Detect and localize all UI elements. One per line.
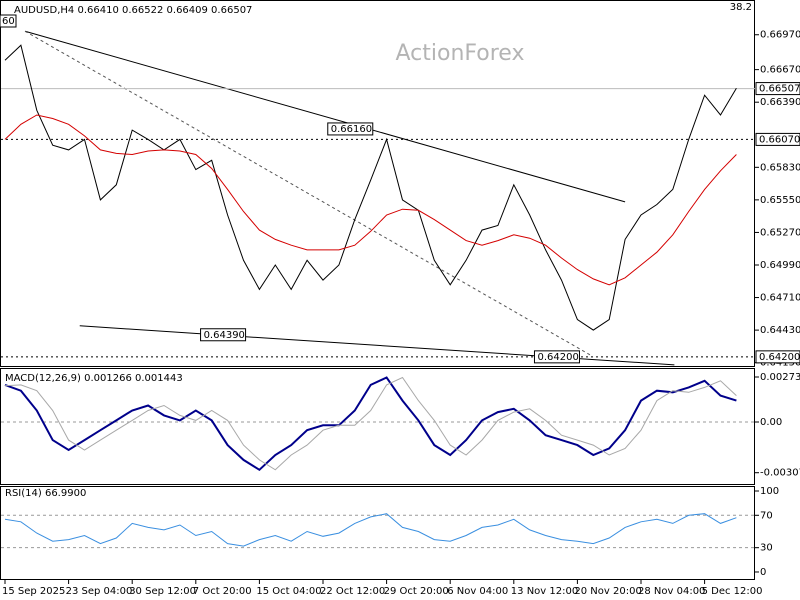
series-line [4,376,737,472]
trendline [24,30,591,356]
series-line [4,376,737,471]
rsi-title: RSI(14) 66.9900 [5,488,86,499]
x-tick-label: 13 Nov 12:00 [511,586,578,597]
annotation-label: 0.64200 [537,352,578,363]
level-box [755,82,800,96]
y-tick-label: 0 [760,567,766,578]
edge-label-box [0,14,17,28]
annotation-box [533,350,580,364]
level-label: 0.66070 [759,134,800,145]
x-tick-label: 15 Sep 2025 [2,586,65,597]
edge-label: 60 [2,16,15,27]
rsi-panel [0,486,755,580]
price-panel [0,0,755,367]
series-line [4,513,737,547]
y-tick-label: 0.65550 [760,195,800,206]
x-tick-label: 5 Dec 12:00 [702,586,763,597]
trendline [24,30,626,203]
level-box [755,132,800,146]
x-tick-label: 29 Oct 20:00 [384,586,449,597]
level-label: 0.64200 [759,352,800,363]
y-tick-label: -0.003077 [760,468,800,479]
y-tick-label: 0.66390 [760,97,800,108]
y-tick-label: 0.64990 [760,260,800,271]
chart-title: AUDUSD,H4 0.66410 0.66522 0.66409 0.6650… [14,5,252,16]
macd-panel [0,368,755,485]
y-tick-label: 100 [760,486,779,497]
macd-title: MACD(12,26,9) 0.001266 0.001443 [5,373,183,384]
x-tick-label: 15 Oct 04:00 [256,586,321,597]
y-tick-label: 0.64430 [760,325,800,336]
level-label: 0.66507 [759,84,800,95]
x-tick-label: 20 Nov 20:00 [574,586,641,597]
y-tick-label: 0.66970 [760,30,800,41]
watermark: ActionForex [396,41,525,66]
x-tick-label: 6 Nov 04:00 [447,586,508,597]
y-tick-label: 0.65270 [760,227,800,238]
x-tick-label: 30 Sep 12:00 [129,586,196,597]
annotation-box [327,122,374,136]
trendline [79,325,675,366]
level-box [755,350,800,364]
y-tick-label: 0.65830 [760,162,800,173]
series-line [4,114,737,286]
annotation-label: 0.64390 [204,330,245,341]
x-tick-label: 7 Oct 20:00 [193,586,252,597]
y-tick-label: 0.66670 [760,65,800,76]
y-tick-label: 0.002731 [760,372,800,383]
y-tick-label: 0.64710 [760,293,800,304]
x-tick-label: 23 Sep 04:00 [66,586,133,597]
y-tick-label: 30 [760,543,773,554]
y-tick-label: 70 [760,510,773,521]
corner-label: 38.2 [730,2,752,13]
x-tick-label: 22 Oct 12:00 [320,586,385,597]
y-tick-label: 0.00 [760,417,782,428]
annotation-label: 0.66160 [331,124,372,135]
x-tick-label: 28 Nov 04:00 [638,586,705,597]
series-line [4,44,737,331]
annotation-box [200,328,247,342]
